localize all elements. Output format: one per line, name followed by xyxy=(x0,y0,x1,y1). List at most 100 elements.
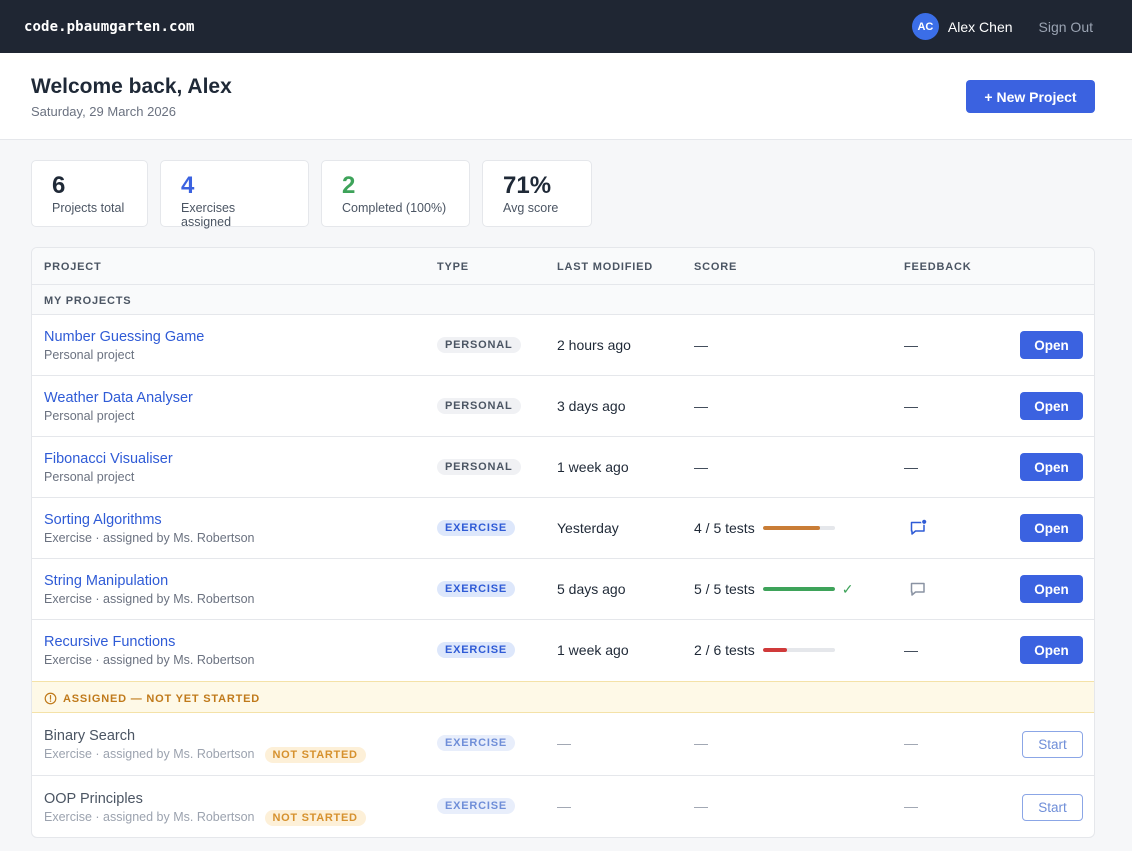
score-progress-bar xyxy=(762,526,835,530)
table-row: OOP Principles Exercise · assigned by Ms.… xyxy=(32,776,1094,837)
open-button[interactable]: Open xyxy=(1020,575,1083,603)
score-progress-bar xyxy=(762,648,835,652)
project-name-link[interactable]: String Manipulation xyxy=(44,573,169,589)
table-row: Recursive Functions Exercise · assigned b… xyxy=(32,620,1094,681)
unread-dot xyxy=(921,518,928,525)
feedback-empty: — xyxy=(904,642,918,658)
last-modified: 5 days ago xyxy=(557,581,626,597)
stat-label: Exercises assigned xyxy=(181,201,236,229)
score-cell: 4 / 5 tests xyxy=(694,520,835,536)
project-name-link[interactable]: Weather Data Analyser xyxy=(44,390,193,406)
score-text: 2 / 6 tests xyxy=(694,642,755,658)
project-subtitle: Exercise · assigned by Ms. Robertson NOT … xyxy=(44,747,366,763)
open-button[interactable]: Open xyxy=(1020,514,1083,542)
site-logo-text[interactable]: code.pbaumgarten.com xyxy=(24,18,195,35)
score-empty: — xyxy=(694,735,708,751)
sign-out-link[interactable]: Sign Out xyxy=(1038,18,1093,35)
score-empty: — xyxy=(694,337,708,353)
table-row: String Manipulation Exercise · assigned b… xyxy=(32,559,1094,620)
stat-card-exercises-assigned: 4 Exercises assigned xyxy=(160,160,309,229)
current-date: Saturday, 29 March 2026 xyxy=(31,104,177,119)
project-name-link[interactable]: Fibonacci Visualiser xyxy=(44,451,173,467)
type-badge: EXERCISE xyxy=(437,735,516,751)
stat-card-completed: 2 Completed (100%) xyxy=(321,160,470,227)
feedback-icon[interactable] xyxy=(908,579,928,599)
stat-value: 71% xyxy=(503,172,552,199)
not-started-badge: NOT STARTED xyxy=(264,810,366,826)
project-subtitle: Exercise · assigned by Ms. Robertson xyxy=(44,653,255,667)
score-text: 4 / 5 tests xyxy=(694,520,755,536)
table-row: Number Guessing Game Personal project PERS… xyxy=(32,315,1094,376)
open-button[interactable]: Open xyxy=(1020,453,1083,481)
project-name-link[interactable]: Recursive Functions xyxy=(44,634,176,650)
start-button[interactable]: Start xyxy=(1022,731,1083,758)
score-cell: 2 / 6 tests xyxy=(694,642,835,658)
open-button[interactable]: Open xyxy=(1020,331,1083,359)
project-name-link[interactable]: Sorting Algorithms xyxy=(44,512,162,528)
project-subtitle: Personal project xyxy=(44,470,135,484)
project-subtitle-text: Exercise · assigned by Ms. Robertson xyxy=(44,747,255,761)
table-row: Sorting Algorithms Exercise · assigned by… xyxy=(32,498,1094,559)
type-badge: PERSONAL xyxy=(437,398,521,414)
projects-table: PROJECT TYPE LAST MODIFIED SCORE FEEDBAC… xyxy=(31,247,1095,838)
not-started-badge: NOT STARTED xyxy=(264,747,366,763)
last-modified: 3 days ago xyxy=(557,398,626,414)
section-label: MY PROJECTS xyxy=(44,295,132,307)
section-label: ASSIGNED — NOT YET STARTED xyxy=(44,692,260,705)
type-badge: EXERCISE xyxy=(437,642,516,658)
last-modified: 1 week ago xyxy=(557,642,629,658)
type-badge: EXERCISE xyxy=(437,581,516,597)
column-header-type: TYPE xyxy=(437,261,469,273)
project-name-link[interactable]: Number Guessing Game xyxy=(44,329,205,345)
start-button[interactable]: Start xyxy=(1022,794,1083,821)
score-empty: — xyxy=(694,459,708,475)
table-row: Fibonacci Visualiser Personal project PERS… xyxy=(32,437,1094,498)
project-subtitle: Exercise · assigned by Ms. Robertson NOT … xyxy=(44,810,366,826)
type-badge: EXERCISE xyxy=(437,798,516,814)
stat-value: 2 xyxy=(342,172,356,199)
page-title: Welcome back, Alex xyxy=(31,75,232,98)
type-badge: PERSONAL xyxy=(437,459,521,475)
project-name: OOP Principles xyxy=(44,791,143,807)
feedback-empty: — xyxy=(904,735,918,751)
alert-circle-icon xyxy=(44,692,57,705)
welcome-header: Welcome back, Alex Saturday, 29 March 20… xyxy=(0,53,1132,140)
avatar[interactable]: AC xyxy=(911,13,939,40)
last-modified-empty: — xyxy=(557,735,571,751)
feedback-empty: — xyxy=(904,398,918,414)
stat-label: Projects total xyxy=(52,201,125,215)
project-subtitle-text: Exercise · assigned by Ms. Robertson xyxy=(44,810,255,824)
score-progress-fill xyxy=(762,587,835,591)
stats-row: 6 Projects total 4 Exercises assigned 2 … xyxy=(31,160,604,229)
open-button[interactable]: Open xyxy=(1020,636,1083,664)
score-text: 5 / 5 tests xyxy=(694,581,755,597)
score-empty: — xyxy=(694,398,708,414)
stat-card-avg-score: 71% Avg score xyxy=(482,160,592,227)
feedback-empty: — xyxy=(904,798,918,814)
type-badge: PERSONAL xyxy=(437,337,521,353)
new-project-button[interactable]: + New Project xyxy=(966,80,1095,113)
score-progress-bar xyxy=(762,587,835,591)
user-name: Alex Chen xyxy=(947,18,1013,35)
user-menu: AC Alex Chen Sign Out xyxy=(911,13,1093,40)
column-header-score: SCORE xyxy=(694,261,738,273)
score-empty: — xyxy=(694,798,708,814)
section-assigned-not-started: ASSIGNED — NOT YET STARTED xyxy=(32,681,1094,713)
feedback-empty: — xyxy=(904,337,918,353)
project-subtitle: Exercise · assigned by Ms. Robertson xyxy=(44,531,255,545)
table-row: Binary Search Exercise · assigned by Ms. … xyxy=(32,713,1094,776)
last-modified: 1 week ago xyxy=(557,459,629,475)
last-modified: Yesterday xyxy=(557,520,619,536)
type-badge: EXERCISE xyxy=(437,520,516,536)
score-progress-fill xyxy=(762,648,787,652)
last-modified-empty: — xyxy=(557,798,571,814)
project-subtitle: Exercise · assigned by Ms. Robertson xyxy=(44,592,255,606)
project-subtitle: Personal project xyxy=(44,409,135,423)
column-header-last-modified: LAST MODIFIED xyxy=(557,261,653,273)
feedback-unread-icon[interactable] xyxy=(908,518,928,538)
stat-value: 4 xyxy=(181,172,195,199)
section-my-projects: MY PROJECTS xyxy=(32,285,1094,315)
column-header-project: PROJECT xyxy=(44,261,102,273)
open-button[interactable]: Open xyxy=(1020,392,1083,420)
table-header: PROJECT TYPE LAST MODIFIED SCORE FEEDBAC… xyxy=(32,248,1094,285)
